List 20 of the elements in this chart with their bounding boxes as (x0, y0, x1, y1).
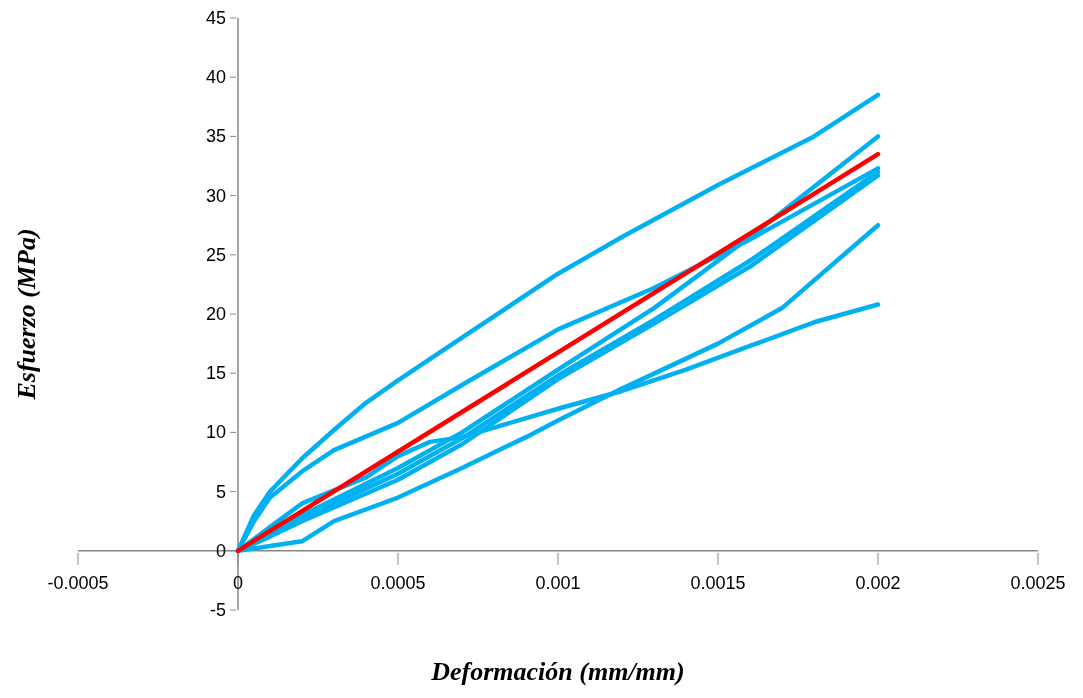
x-tick-label: -0.0005 (47, 572, 109, 593)
x-tick-label: 0.0015 (690, 572, 746, 593)
y-tick-label: 25 (205, 244, 226, 265)
y-tick-label: 30 (205, 185, 226, 206)
y-tick-label: 45 (205, 8, 226, 28)
y-tick-label: 40 (205, 67, 226, 88)
y-tick-label: 35 (205, 126, 226, 147)
y-tick-label: 5 (215, 481, 226, 502)
x-tick-label: 0.0025 (1010, 572, 1066, 593)
y-tick-label: 20 (205, 304, 226, 324)
x-tick-label: 0.002 (855, 572, 901, 593)
x-axis-title: Deformación (mm/mm) (430, 657, 685, 686)
y-tick-label: 15 (205, 363, 226, 384)
y-tick-label: -5 (209, 600, 226, 620)
x-tick-label: 0 (232, 572, 244, 593)
y-tick-label: 10 (205, 422, 226, 443)
y-tick-label: 0 (215, 540, 226, 561)
x-tick-label: 0.0005 (370, 572, 426, 593)
x-tick-label: 0.001 (535, 572, 581, 593)
y-axis-title: Esfuerzo (MPa) (12, 228, 42, 401)
